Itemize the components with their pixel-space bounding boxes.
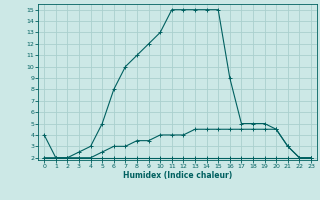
- X-axis label: Humidex (Indice chaleur): Humidex (Indice chaleur): [123, 171, 232, 180]
